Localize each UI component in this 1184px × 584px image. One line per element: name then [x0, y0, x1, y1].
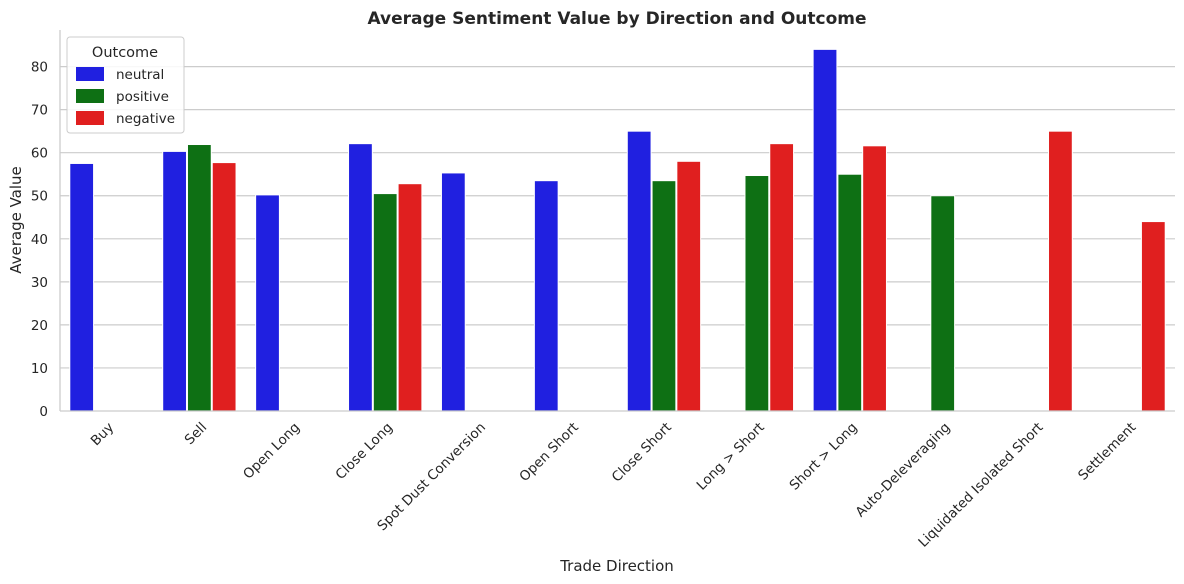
bar-neutral — [162, 150, 187, 412]
x-tick-label: Spot Dust Conversion — [374, 420, 489, 535]
bar-neutral — [440, 172, 466, 412]
bar-positive — [372, 193, 398, 412]
bar-negative — [1140, 221, 1166, 412]
legend-swatch-negative — [76, 111, 104, 125]
bar-positive — [744, 175, 770, 412]
bar-neutral — [626, 130, 652, 412]
bar-positive — [837, 173, 863, 412]
chart-title: Average Sentiment Value by Direction and… — [367, 9, 866, 29]
legend-swatch-neutral — [76, 67, 104, 81]
y-tick-label: 30 — [31, 275, 48, 291]
x-tick-label: Auto-Deleveraging — [853, 420, 954, 521]
y-tick-label: 70 — [31, 103, 48, 119]
legend: Outcome neutral positive negative — [66, 36, 185, 134]
y-tick-label: 40 — [31, 232, 48, 248]
y-tick-label: 20 — [31, 318, 48, 334]
legend-label-positive: positive — [116, 89, 169, 105]
bar-negative — [769, 143, 795, 412]
legend-label-neutral: neutral — [116, 67, 164, 83]
bar-positive — [186, 144, 212, 412]
grid — [60, 65, 1175, 369]
legend-swatch-positive — [76, 89, 104, 103]
x-tick-label: Open Long — [240, 420, 303, 483]
x-tick-label: Short > Long — [787, 420, 861, 494]
legend-title: Outcome — [92, 45, 158, 61]
x-tick-label: Buy — [88, 420, 118, 450]
x-tick-label: Close Short — [609, 420, 675, 486]
bar-positive — [930, 195, 956, 412]
legend-frame — [66, 36, 185, 134]
y-ticks: 0 10 20 30 40 50 60 70 80 — [31, 60, 48, 420]
legend-items: neutral positive negative — [76, 67, 175, 127]
x-tick-label: Open Short — [516, 420, 581, 485]
axes — [59, 30, 1175, 412]
y-tick-label: 0 — [39, 404, 48, 420]
x-tick-label: Settlement — [1075, 420, 1139, 484]
bar-neutral — [69, 162, 95, 412]
bar-positive — [651, 180, 677, 412]
x-axis-label: Trade Direction — [559, 557, 674, 575]
bar-negative — [397, 183, 423, 412]
bar-negative — [1048, 130, 1073, 412]
bar-neutral — [812, 48, 838, 412]
y-tick-label: 50 — [31, 189, 48, 205]
bar-neutral — [255, 194, 280, 412]
x-tick-label: Close Long — [333, 420, 396, 483]
x-tick-label: Long > Short — [694, 420, 768, 494]
y-tick-label: 10 — [31, 361, 48, 377]
legend-label-negative: negative — [116, 111, 175, 127]
bar-neutral — [348, 143, 373, 412]
x-tick-label: Sell — [182, 420, 211, 449]
bar-neutral — [533, 180, 559, 412]
bar-negative — [211, 162, 237, 412]
bar-negative — [862, 145, 887, 412]
y-axis-label: Average Value — [7, 166, 25, 274]
bars — [69, 48, 1166, 412]
y-tick-label: 60 — [31, 146, 48, 162]
bar-negative — [676, 160, 702, 412]
y-tick-label: 80 — [31, 60, 48, 76]
